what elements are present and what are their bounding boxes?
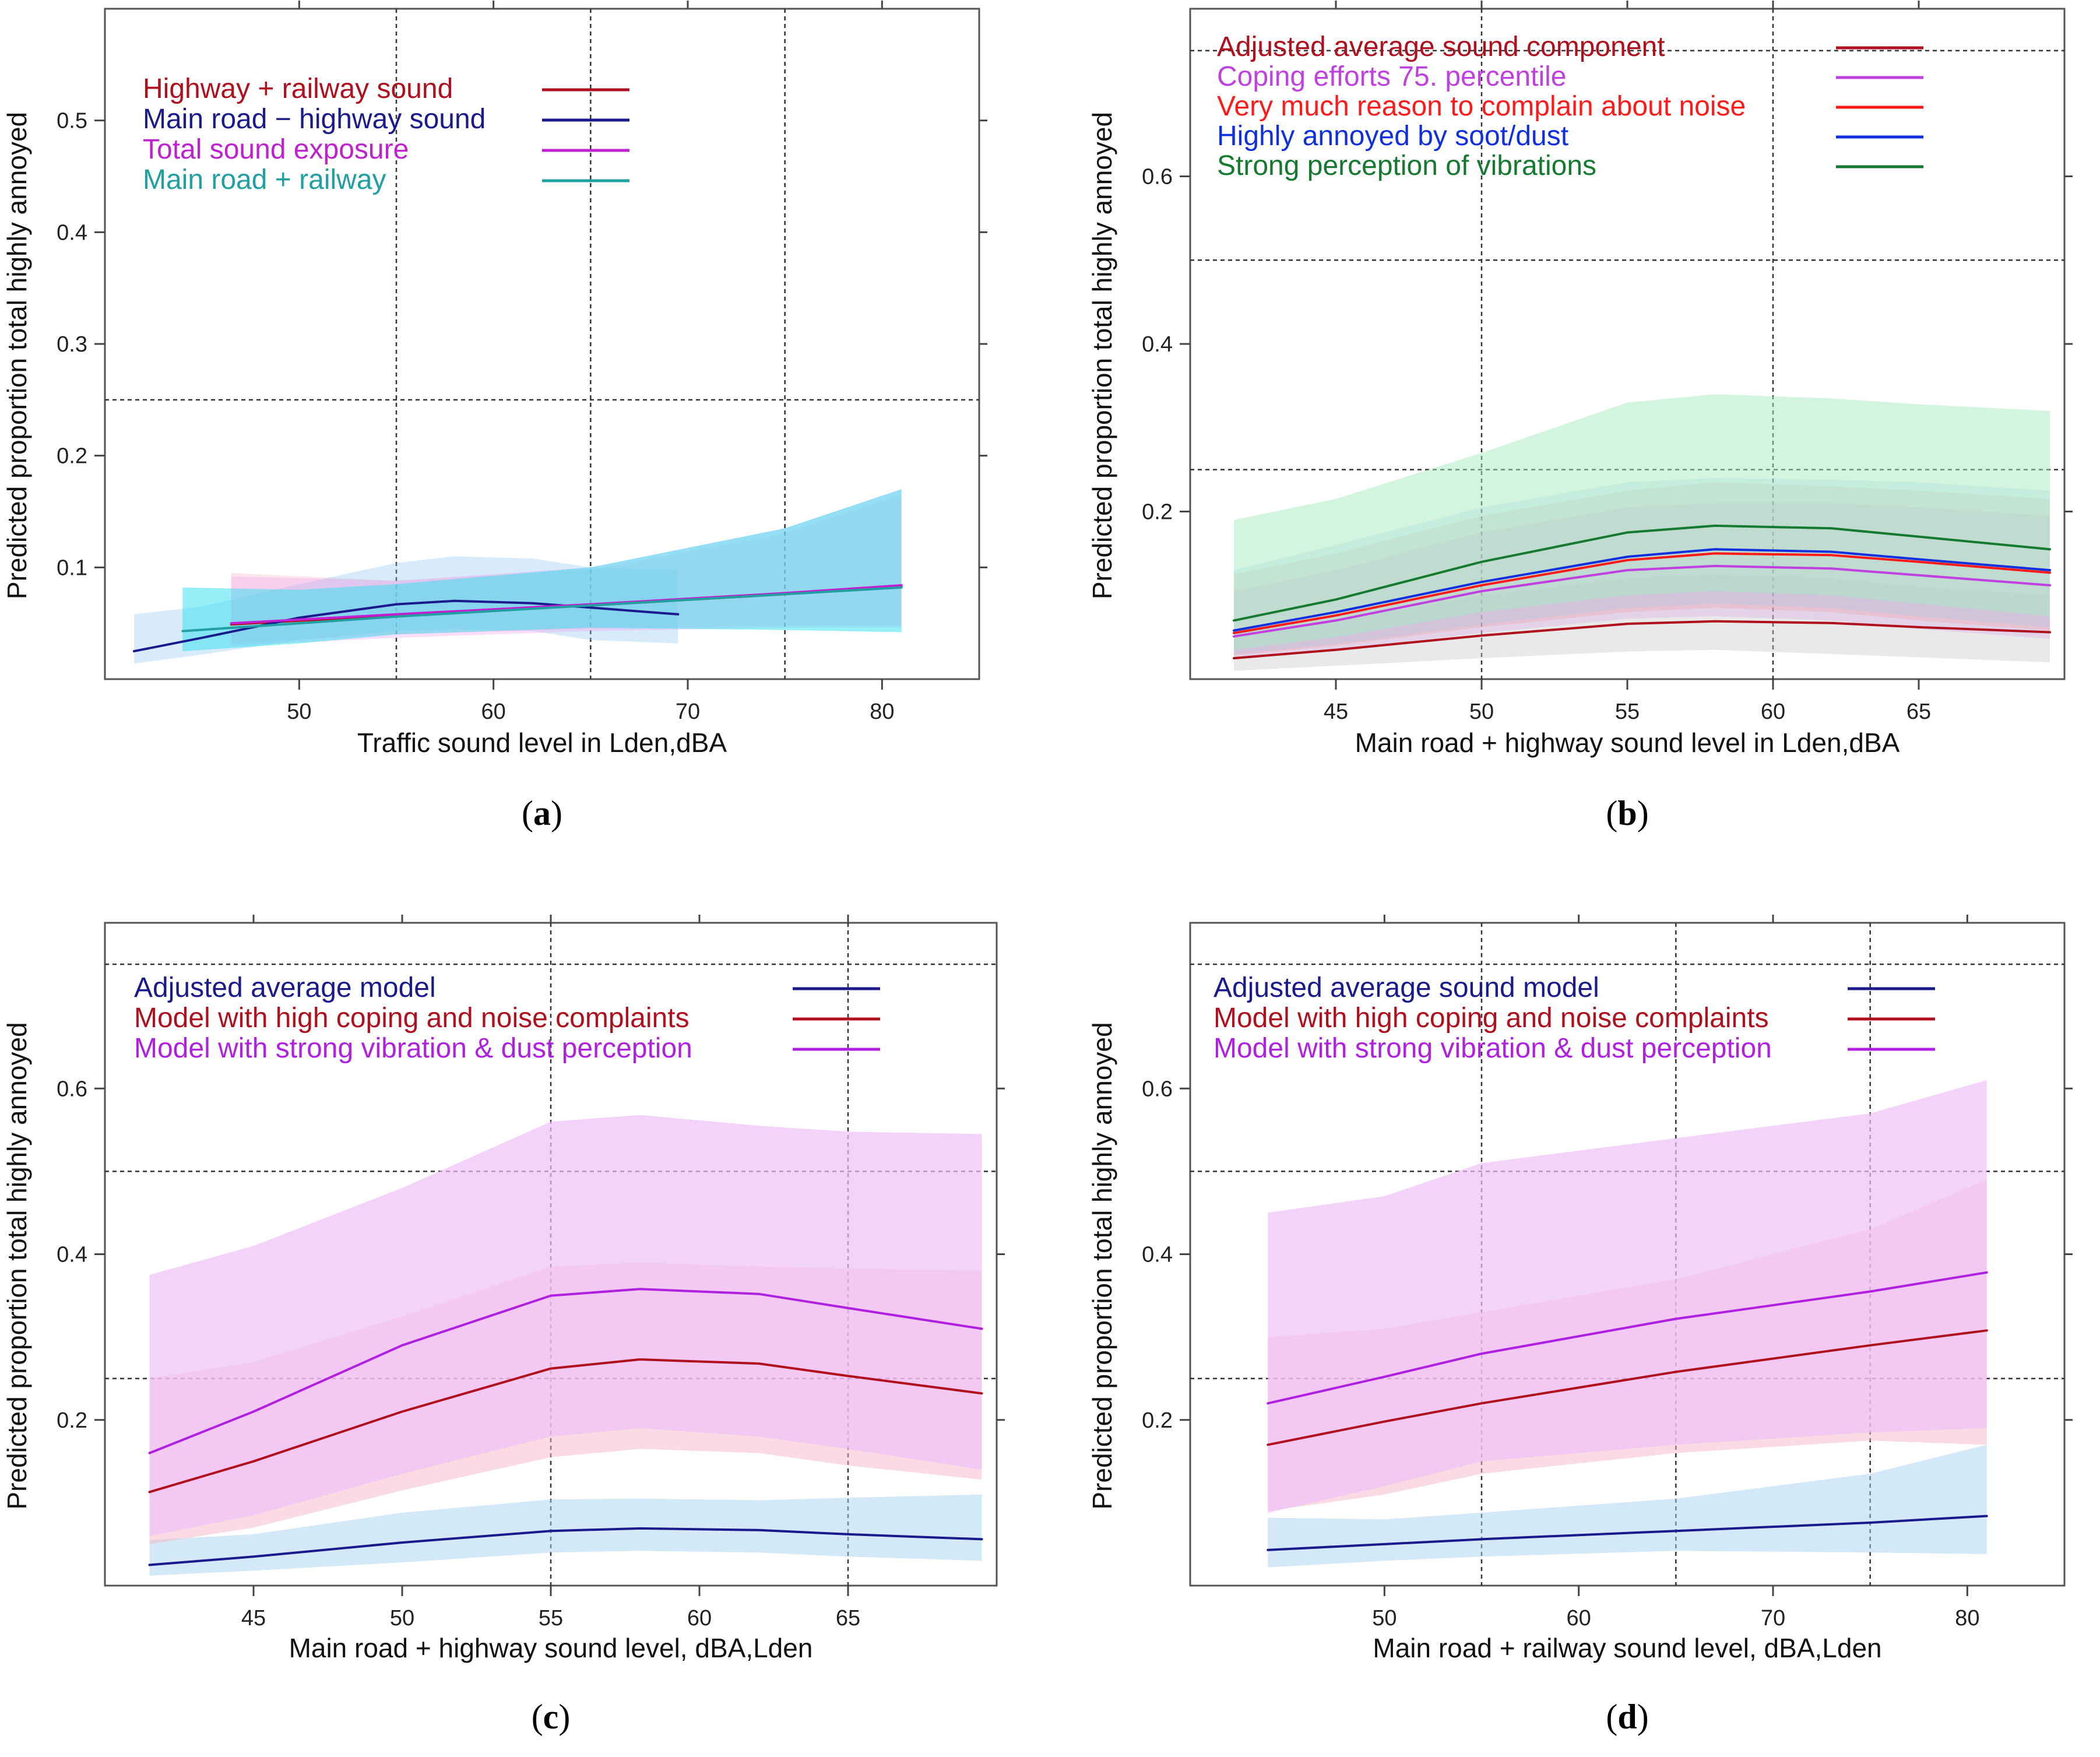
y-tick-label: 0.4: [1142, 1243, 1173, 1267]
x-tick-label: 60: [481, 700, 506, 724]
series-line: [1267, 1329, 1988, 1446]
legend-entry-label: Model with strong vibration & dust perce…: [134, 1033, 692, 1064]
series-line: [1233, 552, 2051, 634]
x-tick-label: 80: [1955, 1606, 1979, 1631]
y-axis-title: Predicted proportion total highly annoye…: [1087, 112, 1117, 599]
panel-label: (a): [522, 794, 562, 832]
x-tick-label: 70: [676, 700, 700, 724]
x-tick-label: 60: [687, 1606, 712, 1631]
series-line: [1267, 1271, 1988, 1405]
series-line: [148, 1288, 983, 1454]
legend-entry-label: Main road − highway sound: [143, 104, 486, 135]
legend-entry-label: Highway + railway sound: [143, 73, 453, 104]
confidence-band: [149, 1494, 982, 1576]
x-tick-label: 65: [1906, 700, 1931, 724]
y-axis-title: Predicted proportion total highly annoye…: [2, 112, 32, 599]
series-line: [1233, 564, 2051, 638]
legend-entry-label: Total sound exposure: [143, 134, 409, 165]
confidence-band: [1268, 1080, 1987, 1513]
series-line: [181, 586, 903, 632]
confidence-band: [149, 1115, 982, 1536]
legend-entry-label: Coping efforts 75. percentile: [1217, 61, 1566, 92]
x-axis-title: Main road + railway sound level, dBA,Lde…: [1373, 1633, 1881, 1663]
legend-entry-label: Very much reason to complain about noise: [1217, 91, 1746, 122]
x-tick-label: 80: [870, 700, 894, 724]
x-tick-label: 50: [1469, 700, 1494, 724]
x-tick-label: 60: [1567, 1606, 1591, 1631]
legend-entry-label: Adjusted average sound model: [1213, 972, 1599, 1003]
x-tick-label: 65: [836, 1606, 860, 1631]
series-line: [1233, 620, 2051, 660]
legend-entry-label: Strong perception of vibrations: [1217, 150, 1596, 181]
series-line: [1233, 548, 2051, 632]
x-tick-label: 50: [390, 1606, 414, 1631]
x-tick-label: 50: [287, 700, 311, 724]
legend-entry-label: Highly annoyed by soot/dust: [1217, 121, 1568, 152]
confidence-band: [1234, 394, 2050, 650]
y-tick-label: 0.2: [1142, 500, 1173, 525]
y-tick-label: 0.6: [57, 1077, 87, 1101]
y-axis-title: Predicted proportion total highly annoye…: [1087, 1022, 1117, 1509]
y-tick-label: 0.1: [57, 556, 87, 580]
x-tick-label: 60: [1761, 700, 1785, 724]
chart-panel-a: 50 60 70 80 0.1 0.2 0.3 0.4 0.5 Traffic sound lev…: [2, 1, 987, 832]
legend-entry-label: Main road + railway: [143, 164, 386, 195]
x-tick-label: 55: [1615, 700, 1640, 724]
x-tick-label: 70: [1761, 1606, 1785, 1631]
plot-area: [1267, 1080, 1988, 1568]
x-tick-label: 50: [1372, 1606, 1397, 1631]
series-line: [1267, 1514, 1988, 1551]
x-tick-label: 45: [241, 1606, 266, 1631]
legend-entry-label: Adjusted average model: [134, 972, 436, 1003]
panel-label: (c): [532, 1698, 571, 1736]
y-axis-title: Predicted proportion total highly annoye…: [2, 1022, 32, 1509]
chart-panel-b: 45 50 55 60 65 0.2 0.4 0.6 Main road + highway s…: [1087, 1, 2073, 832]
confidence-band: [182, 489, 902, 652]
y-tick-label: 0.2: [57, 1408, 87, 1433]
x-axis-title: Main road + highway sound level, dBA,Lde…: [289, 1633, 813, 1663]
series-line: [148, 1527, 983, 1566]
x-tick-label: 55: [539, 1606, 563, 1631]
x-tick-label: 45: [1324, 700, 1348, 724]
y-tick-label: 0.6: [1142, 165, 1173, 189]
legend-entry-label: Model with strong vibration & dust perce…: [1213, 1033, 1772, 1064]
chart-panel-c: 45 50 55 60 65 0.2 0.4 0.6 Main road + highway s…: [2, 915, 1005, 1736]
series-line: [148, 1358, 983, 1494]
y-tick-label: 0.4: [57, 1243, 87, 1267]
y-tick-label: 0.3: [57, 332, 87, 357]
plot-area: [1233, 394, 2051, 671]
legend-entry-label: Model with high coping and noise complai…: [1213, 1003, 1769, 1034]
y-tick-label: 0.4: [1142, 332, 1173, 357]
y-tick-label: 0.5: [57, 109, 87, 133]
x-axis-title: Traffic sound level in Lden,dBA: [357, 728, 727, 758]
y-tick-label: 0.2: [57, 444, 87, 469]
plot-area: [148, 1115, 983, 1576]
plot-area: [133, 489, 903, 664]
x-axis-title: Main road + highway sound level in Lden,…: [1355, 728, 1900, 758]
y-tick-label: 0.2: [1142, 1408, 1173, 1433]
legend-entry-label: Model with high coping and noise complai…: [134, 1003, 690, 1034]
legend-entry-label: Adjusted average sound component: [1217, 31, 1665, 62]
y-tick-label: 0.4: [57, 220, 87, 245]
chart-panel-d: 50 60 70 80 0.2 0.4 0.6 Main road + railway sou…: [1087, 915, 2073, 1736]
panel-label: (b): [1606, 794, 1648, 832]
panel-label: (d): [1606, 1698, 1648, 1736]
series-line: [1233, 524, 2051, 622]
confidence-band: [1268, 1445, 1987, 1568]
y-tick-label: 0.6: [1142, 1077, 1173, 1101]
